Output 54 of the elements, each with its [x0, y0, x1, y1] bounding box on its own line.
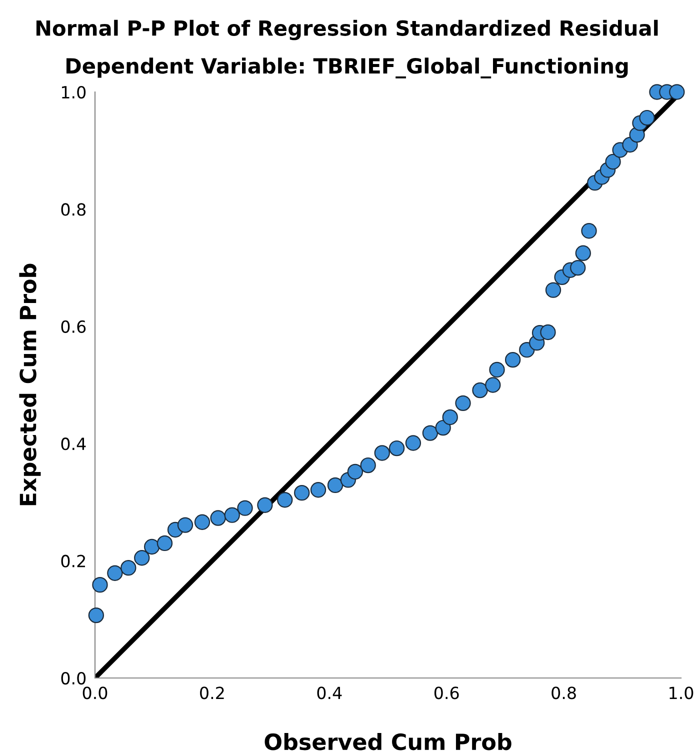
point	[360, 457, 376, 474]
point	[88, 607, 104, 624]
point	[374, 445, 390, 461]
point	[489, 362, 505, 378]
y-tick-label: 0.8	[61, 203, 86, 216]
x-tick-label: 0.2	[200, 686, 224, 700]
x-tick-label: 0.6	[434, 686, 459, 700]
point	[134, 550, 150, 566]
point	[310, 482, 326, 498]
point	[210, 510, 226, 526]
point	[194, 514, 210, 530]
chart-subtitle: Dependent Variable: TBRIEF_Global_Functioning	[66, 58, 628, 78]
x-axis-title: Observed Cum Prob	[264, 733, 512, 750]
x-tick-label: 0.4	[317, 686, 342, 700]
x-tick-label: 0.8	[552, 686, 576, 700]
point	[540, 324, 556, 340]
point	[545, 282, 562, 298]
point	[156, 535, 173, 552]
y-tick-label: 0.0	[61, 672, 86, 685]
y-tick-label: 0.6	[61, 320, 86, 333]
point	[277, 492, 293, 508]
point	[570, 260, 586, 276]
point	[485, 377, 501, 393]
x-tick-label: 1.0	[670, 686, 694, 700]
point	[575, 245, 591, 261]
point	[257, 497, 273, 513]
point	[92, 576, 108, 593]
point	[472, 382, 488, 398]
point	[442, 409, 458, 426]
point	[224, 507, 240, 523]
point	[237, 500, 253, 516]
point	[327, 477, 344, 494]
point	[177, 517, 194, 533]
point	[347, 464, 364, 480]
point	[669, 84, 685, 100]
point	[504, 352, 521, 368]
y-tick-label: 0.2	[61, 554, 85, 568]
point	[639, 110, 655, 126]
chart-title: Normal P-P Plot of Regression Standardized Residual	[36, 20, 658, 40]
point	[422, 425, 438, 441]
x-tick-label: 0.0	[82, 686, 108, 700]
point	[107, 565, 123, 581]
point	[435, 420, 451, 436]
y-tick-label: 1.0	[62, 86, 86, 99]
point	[581, 223, 597, 239]
point	[144, 538, 160, 555]
point	[294, 484, 310, 501]
point	[388, 440, 405, 456]
point	[405, 435, 422, 451]
point	[605, 154, 621, 170]
point	[455, 395, 471, 412]
point	[120, 560, 136, 576]
y-tick-label: 0.4	[61, 438, 86, 450]
y-axis-title: Expected Cum Prob	[19, 264, 41, 506]
